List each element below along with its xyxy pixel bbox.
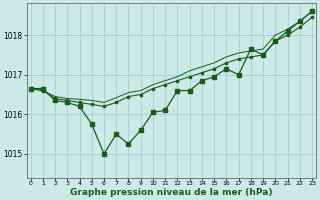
X-axis label: Graphe pression niveau de la mer (hPa): Graphe pression niveau de la mer (hPa)	[70, 188, 273, 197]
